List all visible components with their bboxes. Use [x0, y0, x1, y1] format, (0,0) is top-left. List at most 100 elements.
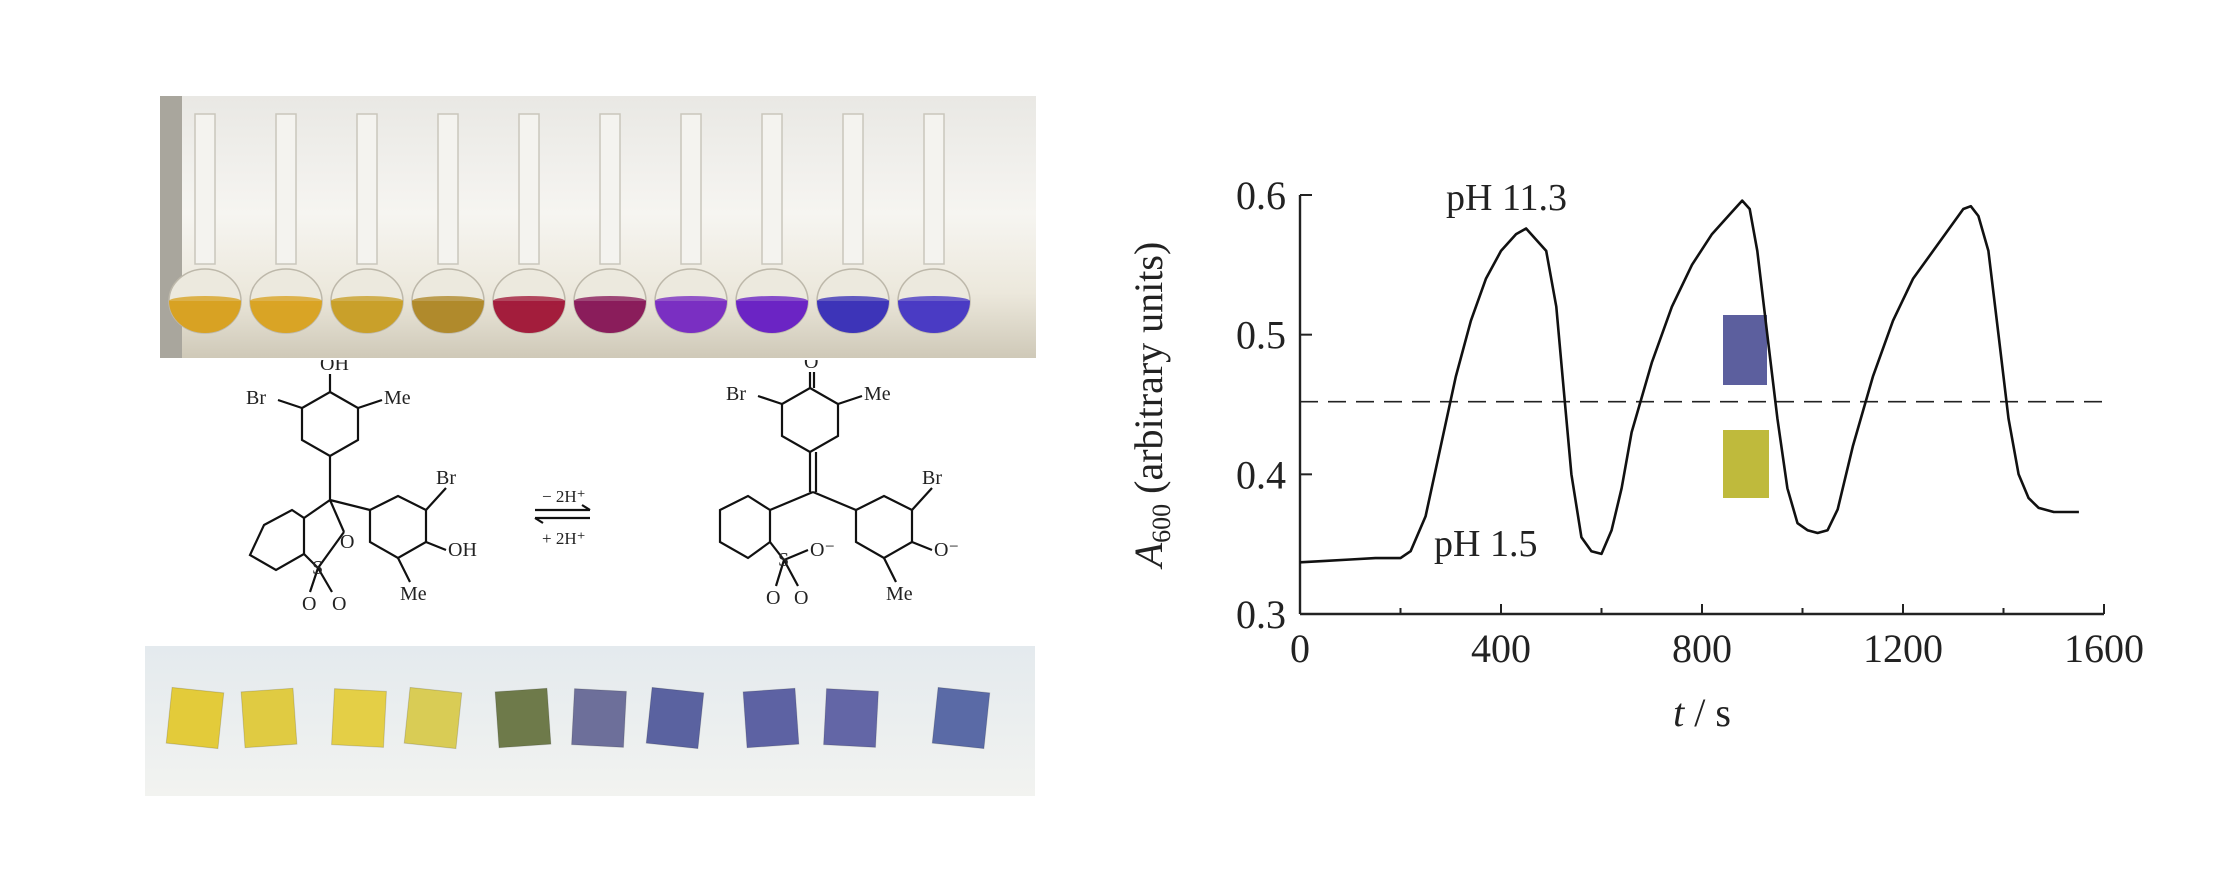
flask-photo-image: [160, 96, 1036, 358]
film-photo-image: [145, 646, 1035, 796]
x-tick-label: 800: [1672, 626, 1732, 671]
film-square: [571, 688, 627, 748]
left-right-ring: [368, 494, 428, 560]
flask-neck: [437, 113, 459, 265]
chemical-scheme-drawing: OH Br Me Br OH Me O S O O − 2H⁺ + 2H⁺ O …: [246, 351, 959, 615]
annotation-ph-low: pH 1.5: [1434, 523, 1537, 565]
film-square: [240, 687, 298, 749]
film-square: [931, 686, 991, 750]
right-me-right: Me: [886, 583, 913, 605]
flask-solution: [574, 301, 646, 333]
flask: [492, 113, 566, 334]
absorbance-chart: 0 400 800 1200 1600 0.3 0.4 0.5 0.6 pH 11.3 pH 1…: [1100, 120, 2200, 800]
film-square: [331, 688, 387, 748]
annotation-ph-high: pH 11.3: [1446, 177, 1567, 219]
flask-solution: [817, 301, 889, 333]
right-o-1: O: [766, 587, 780, 609]
left-oh-top: OH: [320, 360, 349, 375]
x-tick-label: 1200: [1863, 626, 1943, 671]
right-br-right: Br: [922, 467, 942, 489]
film-group: [165, 686, 991, 750]
film-square: [494, 687, 552, 749]
flask-neck: [842, 113, 864, 265]
y-tick-label: 0.4: [1236, 452, 1286, 497]
y-axis-label-subscript: 600: [1147, 504, 1176, 543]
flask-meniscus: [412, 296, 484, 306]
chart-axes: 0 400 800 1200 1600 0.3 0.4 0.5 0.6: [1236, 173, 2144, 671]
x-axis-label-symbol: t: [1673, 690, 1685, 735]
right-o-minus: O⁻: [934, 539, 959, 561]
y-axis-label: A600 (arbitrary units): [1126, 242, 1176, 571]
right-br-top: Br: [726, 383, 746, 405]
left-oh-right: OH: [448, 539, 477, 561]
flask-neck: [761, 113, 783, 265]
flask-neck: [518, 113, 540, 265]
x-tick-label: 400: [1471, 626, 1531, 671]
flask-photo: [160, 96, 1036, 358]
y-tick-label: 0.3: [1236, 592, 1286, 637]
left-s: S: [312, 557, 323, 579]
flask-meniscus: [250, 296, 322, 306]
flask: [897, 113, 971, 334]
right-top-ring: [780, 386, 840, 454]
flask-meniscus: [736, 296, 808, 306]
flask-group: [168, 113, 971, 334]
flask: [249, 113, 323, 334]
flask-meniscus: [655, 296, 727, 306]
right-o-top: O: [804, 360, 818, 373]
flask-neck: [356, 113, 378, 265]
flask-neck: [599, 113, 621, 265]
flask-solution: [898, 301, 970, 333]
flask: [411, 113, 485, 334]
flask-meniscus: [493, 296, 565, 306]
flask-neck: [275, 113, 297, 265]
right-me-top: Me: [864, 383, 891, 405]
absorbance-series-line: [1299, 199, 2079, 564]
y-axis-label-rest: (arbitrary units): [1126, 242, 1171, 504]
left-br-right: Br: [436, 467, 456, 489]
flask-solution: [493, 301, 565, 333]
film-square: [823, 688, 879, 748]
flask-solution: [655, 301, 727, 333]
inset-film-blue: [1723, 315, 1767, 385]
right-s: S: [778, 549, 789, 571]
right-o-minus-2: O⁻: [810, 539, 835, 561]
flask-meniscus: [817, 296, 889, 306]
left-o-ring: O: [340, 531, 354, 553]
left-me-right: Me: [400, 583, 427, 605]
left-top-ring: [300, 390, 360, 458]
flask: [654, 113, 728, 334]
left-benzo-ring: [248, 508, 306, 572]
flask: [816, 113, 890, 334]
left-me-top: Me: [384, 387, 411, 409]
x-axis-label: t / s: [1673, 690, 1731, 735]
film-square: [742, 687, 800, 749]
chart-svg: 0 400 800 1200 1600 0.3 0.4 0.5 0.6 pH 11.3 pH 1…: [1126, 173, 2144, 735]
flask-neck: [194, 113, 216, 265]
x-tick-label: 0: [1290, 626, 1310, 671]
flask-meniscus: [169, 296, 241, 306]
film-photo: [145, 646, 1035, 796]
right-o-2: O: [794, 587, 808, 609]
y-tick-label: 0.6: [1236, 173, 1286, 218]
right-phenolate-ring: [854, 494, 914, 560]
flask: [168, 113, 242, 334]
flask-meniscus: [898, 296, 970, 306]
left-br-top: Br: [246, 387, 266, 409]
flask-solution: [412, 301, 484, 333]
film-square: [165, 686, 225, 750]
flask-neck: [680, 113, 702, 265]
flask-solution: [250, 301, 322, 333]
arrow-label-top: − 2H⁺: [542, 487, 586, 506]
y-axis-label-symbol: A: [1126, 542, 1171, 570]
x-axis-label-unit: / s: [1684, 690, 1731, 735]
flask: [573, 113, 647, 334]
right-benzo-ring: [718, 494, 772, 560]
flask: [735, 113, 809, 334]
film-square: [403, 686, 463, 750]
x-tick-label: 1600: [2064, 626, 2144, 671]
flask-meniscus: [574, 296, 646, 306]
flask-neck: [923, 113, 945, 265]
arrow-label-bottom: + 2H⁺: [542, 529, 586, 548]
left-o-2: O: [332, 593, 346, 615]
